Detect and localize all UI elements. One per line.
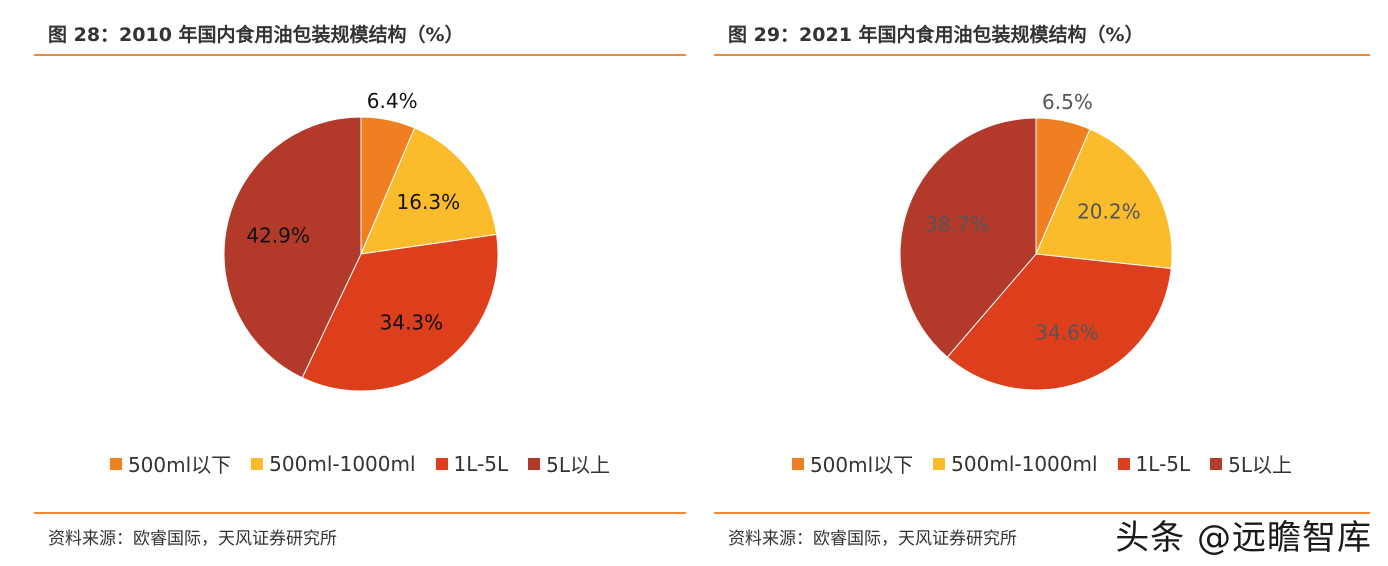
legend-item-1: 500ml以下 — [109, 449, 232, 478]
legend-swatch — [109, 457, 122, 470]
legend-item-2: 500ml-1000ml — [251, 449, 416, 478]
slice-label-4: 38.7% — [925, 213, 989, 237]
source-divider — [714, 512, 1370, 514]
legend-label: 1L-5L — [1135, 451, 1191, 476]
legend-swatch — [791, 457, 804, 470]
slice-label-1: 6.4% — [367, 89, 418, 113]
legend-swatch — [933, 457, 946, 470]
pie-slice-3 — [301, 233, 499, 392]
legend-label: 500ml-1000ml — [951, 451, 1098, 476]
pie-slice-2 — [1035, 128, 1173, 270]
slice-label-2: 20.2% — [1077, 200, 1141, 224]
legend-item-4: 5L以上 — [528, 449, 610, 478]
slice-label-3: 34.6% — [1035, 320, 1099, 344]
slice-label-1: 6.5% — [1042, 90, 1093, 114]
legend-label: 5L以上 — [546, 453, 611, 477]
legend-item-2: 500ml-1000ml — [933, 449, 1098, 478]
legend-item-3: 1L-5L — [1117, 449, 1191, 478]
legend-label: 500ml-1000ml — [269, 451, 416, 476]
chart-title: 图 28：2010 年国内食用油包装规模结构（%） — [48, 24, 464, 46]
source-note: 资料来源：欧睿国际，天风证券研究所 — [728, 529, 1017, 549]
chart-title: 图 29：2021 年国内食用油包装规模结构（%） — [728, 24, 1144, 46]
legend-swatch — [528, 457, 541, 470]
legend-2010: 500ml以下 500ml-1000ml 1L-5L 5L以上 — [34, 449, 686, 478]
legend-2021: 500ml以下 500ml-1000ml 1L-5L 5L以上 — [714, 449, 1370, 478]
source-divider — [34, 512, 686, 514]
pie-slice-4 — [223, 116, 362, 379]
legend-swatch — [1210, 457, 1223, 470]
pie-slice-2 — [360, 127, 498, 255]
legend-swatch — [251, 457, 264, 470]
chart-panel-2021: 图 29：2021 年国内食用油包装规模结构（%） 6.5% 20.2% 34.6%… — [714, 0, 1370, 566]
chart-panel-2010: 图 28：2010 年国内食用油包装规模结构（%） 6.4% 16.3% 34.3%… — [34, 0, 686, 566]
legend-item-4: 5L以上 — [1210, 449, 1292, 478]
source-note: 资料来源：欧睿国际，天风证券研究所 — [48, 529, 337, 549]
legend-label: 5L以上 — [1228, 453, 1293, 477]
legend-swatch — [435, 457, 448, 470]
legend-label: 500ml以下 — [127, 453, 232, 477]
slice-label-3: 34.3% — [380, 310, 444, 334]
pie-chart-2010: 6.4% 16.3% 34.3% 42.9% — [223, 89, 499, 392]
title-divider — [714, 54, 1370, 56]
slice-label-2: 16.3% — [397, 190, 461, 214]
title-divider — [34, 54, 686, 56]
legend-item-3: 1L-5L — [435, 449, 509, 478]
legend-label: 1L-5L — [453, 451, 509, 476]
pie-slice-4 — [899, 117, 1037, 358]
pie-chart-2021: 6.5% 20.2% 34.6% 38.7% — [899, 90, 1173, 391]
slice-label-4: 42.9% — [246, 223, 310, 247]
pie-slice-3 — [946, 253, 1172, 391]
watermark: 头条 @远瞻智库 — [1115, 518, 1372, 558]
legend-swatch — [1117, 457, 1130, 470]
legend-item-1: 500ml以下 — [791, 449, 914, 478]
legend-label: 500ml以下 — [809, 453, 914, 477]
